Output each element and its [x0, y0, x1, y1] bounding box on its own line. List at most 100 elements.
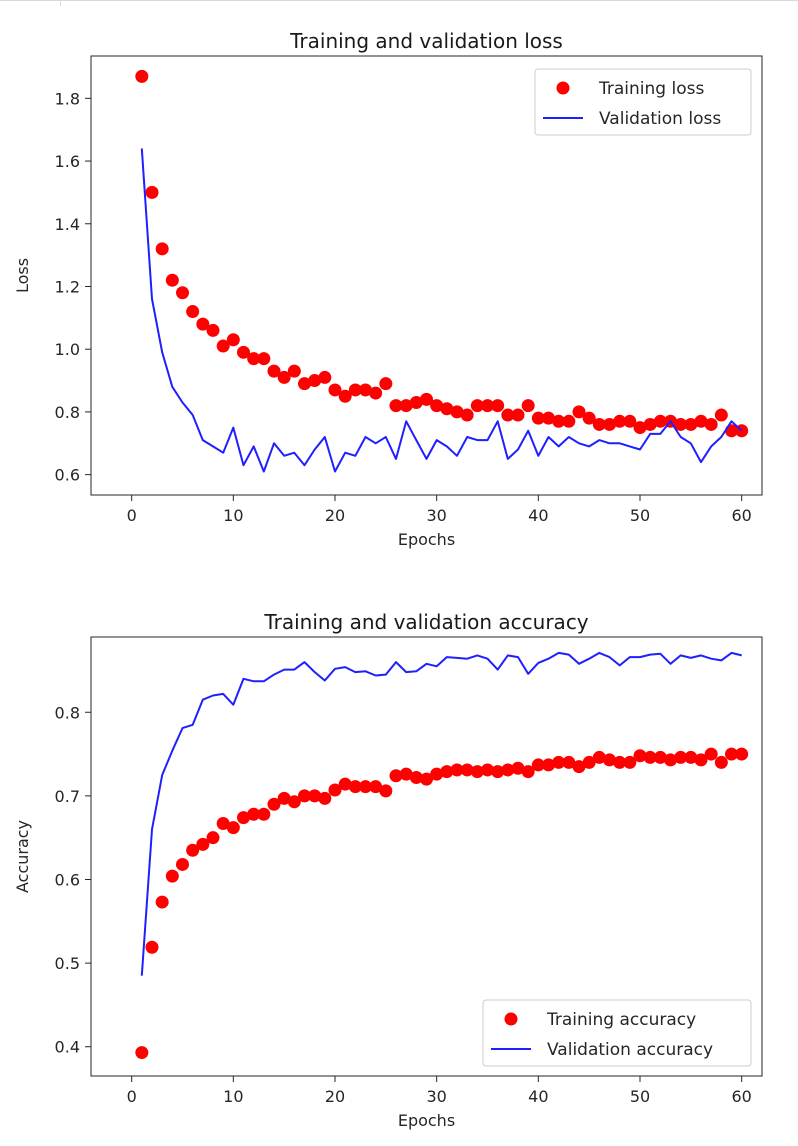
loss-series-training-loss-point — [552, 414, 566, 428]
accuracy-series-training-accuracy-point — [562, 755, 576, 769]
accuracy-series-training-accuracy-point — [714, 755, 728, 769]
accuracy-x-tick-label: 20 — [325, 1087, 345, 1106]
loss-series-training-loss-point — [572, 405, 586, 419]
accuracy-y-axis-label: Accuracy — [13, 820, 32, 893]
accuracy-series-training-accuracy-point — [582, 755, 596, 769]
loss-series-training-loss-point — [399, 399, 413, 413]
accuracy-y-tick-label: 0.7 — [55, 787, 80, 806]
loss-x-tick-label: 40 — [528, 506, 548, 525]
accuracy-series-training-accuracy-point — [328, 783, 342, 797]
loss-series-training-loss-point — [714, 408, 728, 422]
accuracy-series-training-accuracy-point — [308, 789, 322, 803]
accuracy-series-training-accuracy-point — [684, 750, 698, 764]
accuracy-series-training-accuracy-point — [511, 761, 525, 775]
loss-plot-frame — [90, 55, 763, 496]
accuracy-series-training-accuracy-point — [572, 760, 586, 774]
accuracy-legend-validation-accuracy-label: Validation accuracy — [547, 1040, 713, 1060]
accuracy-x-tick-label: 30 — [426, 1087, 446, 1106]
loss-series-training-loss-point — [369, 386, 383, 400]
loss-series-training-loss-point — [684, 417, 698, 431]
loss-series-training-loss-point — [623, 414, 637, 428]
accuracy-series-training-accuracy-point — [206, 831, 220, 845]
loss-series-training-loss-point — [206, 323, 220, 337]
loss-series-training-loss-point — [348, 383, 362, 397]
accuracy-series-training-accuracy-point — [237, 811, 250, 825]
accuracy-series-training-accuracy-point — [277, 791, 291, 805]
accuracy-series-training-accuracy-point — [145, 940, 159, 954]
loss-series-training-loss-point — [237, 345, 250, 359]
cell-border-tick — [60, 0, 61, 6]
accuracy-plot-frame — [90, 636, 763, 1077]
accuracy-series-training-accuracy-point — [298, 789, 311, 803]
loss-series-training-loss-point — [491, 399, 505, 413]
accuracy-series-training-accuracy-point — [440, 765, 454, 779]
loss-series-training-loss-point — [247, 352, 261, 366]
loss-series-training-loss-point — [409, 395, 423, 409]
loss-series-training-loss-point — [653, 414, 667, 428]
accuracy-series-training-accuracy-point — [389, 769, 403, 783]
accuracy-series-training-accuracy-point — [552, 755, 566, 769]
accuracy-x-tick-label: 60 — [731, 1087, 751, 1106]
accuracy-series-training-accuracy-point — [369, 780, 383, 794]
accuracy-series-training-accuracy-point — [643, 750, 657, 764]
loss-y-tick-label: 1.4 — [55, 215, 80, 234]
accuracy-series-training-accuracy-point — [409, 770, 423, 784]
accuracy-series-training-accuracy-point — [267, 797, 281, 811]
loss-x-tick-label: 60 — [731, 506, 751, 525]
accuracy-series-training-accuracy-point — [623, 755, 637, 769]
loss-series-training-loss-point — [450, 405, 464, 419]
loss-series-training-loss-point — [176, 286, 189, 300]
loss-series-training-loss-point — [420, 392, 433, 406]
loss-series-training-loss-point — [542, 411, 555, 425]
accuracy-series-training-accuracy-point — [287, 795, 301, 809]
loss-series-training-loss-point — [359, 383, 372, 397]
accuracy-series-training-accuracy-point — [470, 765, 484, 779]
loss-x-tick-label: 20 — [325, 506, 345, 525]
accuracy-series-training-accuracy-point — [399, 767, 413, 781]
accuracy-series-training-accuracy-point — [450, 763, 464, 777]
loss-series-training-loss-point — [521, 399, 535, 413]
accuracy-series-training-accuracy-point — [531, 758, 545, 772]
loss-series-training-loss-point — [318, 370, 332, 384]
loss-series-training-loss-point — [338, 389, 352, 403]
loss-series-training-loss-point — [633, 421, 647, 435]
loss-series-training-loss-point — [582, 411, 596, 425]
loss-y-tick-label: 1.0 — [55, 340, 80, 359]
accuracy-series-training-accuracy-point — [247, 807, 261, 821]
loss-legend-validation-loss-label: Validation loss — [599, 109, 721, 129]
loss-legend-training-loss-label: Training loss — [598, 79, 704, 99]
accuracy-x-tick-label: 0 — [127, 1087, 137, 1106]
accuracy-series-training-accuracy-point — [704, 747, 718, 761]
loss-series-training-loss-point — [257, 352, 271, 366]
accuracy-series-training-accuracy-point — [348, 780, 362, 794]
loss-series-training-loss-point — [613, 414, 627, 428]
accuracy-series-training-accuracy-point — [633, 749, 647, 763]
accuracy-x-tick-label: 50 — [630, 1087, 650, 1106]
loss-series-training-loss-point — [694, 414, 708, 428]
accuracy-series-training-accuracy-point — [725, 747, 738, 761]
loss-series-training-loss-point — [308, 374, 322, 388]
loss-series-training-loss-point — [165, 273, 179, 287]
accuracy-series-validation-accuracy-line — [140, 651, 742, 976]
loss-series-training-loss-point — [155, 242, 169, 256]
loss-series-training-loss-point — [470, 399, 484, 413]
loss-series-training-loss-point — [501, 408, 515, 422]
loss-x-tick-label: 30 — [426, 506, 446, 525]
accuracy-series-training-accuracy-point — [501, 763, 515, 777]
accuracy-y-tick-label: 0.8 — [55, 703, 80, 722]
accuracy-x-tick-label: 40 — [528, 1087, 548, 1106]
accuracy-series-training-accuracy-point — [521, 765, 535, 779]
accuracy-series-training-accuracy-point — [420, 772, 433, 786]
accuracy-series-training-accuracy-point — [196, 837, 210, 851]
accuracy-series-training-accuracy-point — [460, 763, 474, 777]
accuracy-series-training-accuracy-point — [338, 777, 352, 791]
accuracy-chart-title: Training and validation accuracy — [263, 610, 588, 634]
accuracy-series-training-accuracy-point — [165, 869, 179, 883]
accuracy-series-training-accuracy-point — [481, 763, 494, 777]
accuracy-series-training-accuracy-point — [674, 750, 688, 764]
loss-legend-box — [534, 68, 752, 136]
loss-series-training-loss-point — [562, 414, 576, 428]
loss-series-training-loss-point — [328, 383, 342, 397]
loss-series-training-loss-point — [592, 417, 606, 431]
